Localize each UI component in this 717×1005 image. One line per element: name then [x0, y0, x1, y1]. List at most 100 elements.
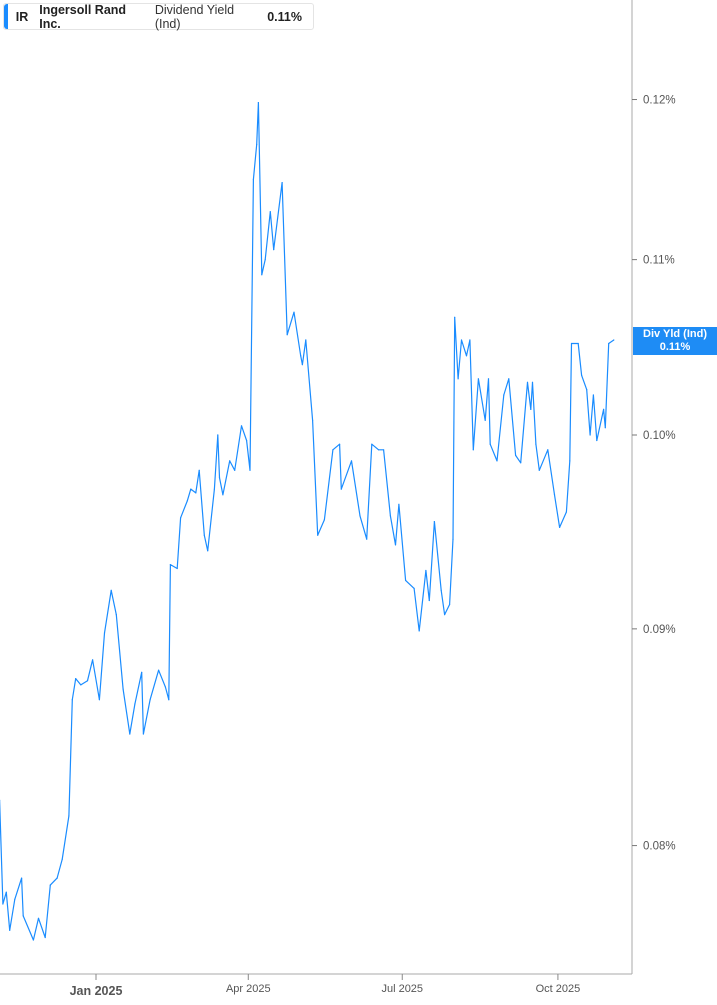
data-point [531, 381, 534, 383]
data-point [207, 550, 209, 552]
data-point [110, 589, 112, 592]
data-point [249, 469, 251, 471]
series-line [0, 102, 615, 941]
data-point [577, 342, 579, 345]
data-point [217, 434, 219, 436]
data-point [169, 564, 171, 566]
data-point [520, 462, 522, 464]
data-point [222, 494, 224, 496]
data-point [350, 460, 353, 462]
data-point [21, 877, 23, 879]
x-tick-label: Apr 2025 [226, 983, 271, 995]
data-point [300, 355, 302, 357]
legend-value: 0.11% [267, 9, 302, 24]
data-point [603, 408, 605, 410]
y-tick-label: 0.08% [643, 841, 676, 853]
data-point [469, 339, 471, 341]
data-point [398, 503, 400, 505]
data-point [9, 929, 11, 931]
data-point [312, 419, 314, 421]
data-point [526, 381, 529, 383]
data-point [489, 443, 491, 445]
data-point [293, 311, 295, 313]
data-point [496, 460, 498, 462]
data-point [286, 334, 288, 336]
data-point [472, 449, 474, 451]
data-point [559, 526, 561, 529]
data-point [149, 699, 151, 701]
legend-metric: Dividend Yield (Ind) [154, 2, 235, 31]
data-point [203, 534, 205, 536]
data-point [129, 733, 131, 735]
data-point [535, 443, 537, 445]
data-point [428, 599, 430, 602]
data-point [383, 449, 385, 451]
data-point [389, 515, 391, 517]
data-point [252, 178, 254, 180]
data-point [317, 534, 319, 536]
data-point [134, 703, 136, 705]
data-point [141, 671, 143, 673]
data-point [301, 364, 303, 366]
data-point [530, 408, 532, 410]
legend-color-bar [4, 4, 8, 29]
data-point [37, 917, 40, 919]
data-point [164, 686, 166, 688]
data-point [261, 274, 263, 276]
data-point [484, 419, 486, 421]
data-point [86, 680, 89, 682]
data-point [2, 903, 4, 905]
data-point [71, 699, 73, 701]
data-point [61, 858, 63, 861]
data-point [613, 339, 615, 341]
data-point [339, 443, 341, 445]
data-point [596, 439, 598, 442]
data-point [14, 898, 16, 900]
data-point [75, 678, 77, 680]
data-point [487, 378, 490, 380]
data-point [246, 439, 248, 442]
data-point [257, 102, 259, 104]
data-point [418, 630, 420, 632]
legend-ticker: IR [15, 9, 29, 24]
data-point [425, 569, 427, 572]
data-point [405, 579, 407, 582]
data-point [565, 511, 568, 513]
x-tick-label: Oct 2025 [536, 983, 581, 995]
data-point [198, 469, 200, 471]
data-point [195, 492, 197, 494]
data-point [570, 342, 573, 345]
data-point [103, 632, 106, 634]
data-point [449, 603, 451, 606]
data-point [240, 425, 243, 427]
data-point [142, 733, 144, 735]
data-point [371, 443, 373, 445]
data-point [340, 488, 342, 490]
data-point [44, 936, 46, 939]
data-point [581, 374, 583, 376]
data-point [115, 614, 117, 616]
data-point [366, 538, 368, 540]
data-point [460, 339, 463, 341]
data-point [168, 699, 170, 701]
data-point [305, 339, 307, 341]
data-point [264, 259, 266, 261]
legend-company: Ingersoll Rand Inc. [39, 2, 127, 31]
data-point [394, 544, 397, 546]
data-point [538, 469, 540, 471]
data-point [32, 939, 35, 941]
current-value-label: Div Yld (Ind) 0.11% [633, 327, 717, 355]
data-point [503, 394, 505, 396]
data-point [452, 538, 454, 540]
data-point [213, 488, 215, 490]
data-point [281, 182, 283, 184]
data-point [589, 434, 591, 436]
data-point [477, 378, 479, 380]
data-point [604, 427, 606, 429]
data-point [592, 394, 595, 396]
data-point [229, 460, 231, 462]
data-point [508, 378, 510, 380]
x-tick-label: Jul 2025 [381, 983, 423, 995]
data-point [180, 517, 182, 519]
